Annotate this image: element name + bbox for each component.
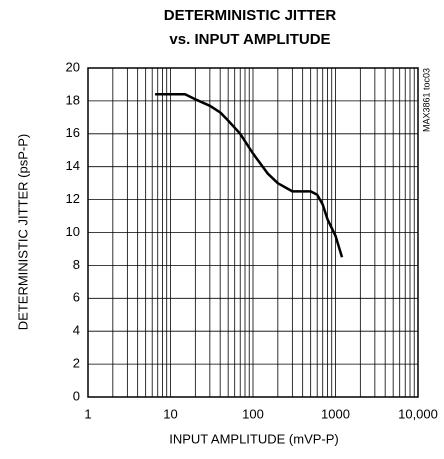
y-axis-label: DETERMINISTIC JITTER (psP-P) (15, 134, 30, 330)
y-tick-label: 18 (66, 92, 80, 107)
x-axis-label: INPUT AMPLITUDE (mVP-P) (169, 431, 339, 446)
y-tick-label: 4 (73, 323, 80, 338)
data-line (155, 93, 344, 258)
y-tick-label: 12 (66, 191, 80, 206)
y-tick-label: 0 (73, 388, 80, 403)
y-tick-label: 14 (66, 158, 80, 173)
annotation: MAX3861 toc03 (421, 68, 431, 132)
y-tick-label: 6 (73, 290, 80, 305)
x-tick-label: 100 (242, 406, 264, 421)
y-tick-label: 16 (66, 125, 80, 140)
y-tick-label: 10 (66, 224, 80, 239)
chart-title: DETERMINISTIC JITTER (164, 7, 337, 24)
chart-title: vs. INPUT AMPLITUDE (169, 31, 330, 48)
y-tick-label: 20 (66, 59, 80, 74)
y-tick-label: 2 (73, 356, 80, 371)
x-tick-label: 1 (84, 406, 91, 421)
x-tick-label: 1000 (321, 406, 350, 421)
x-tick-label: 10 (163, 406, 177, 421)
plot-frame (87, 67, 419, 398)
x-tick-label: 10,000 (398, 406, 438, 421)
y-tick-label: 8 (73, 257, 80, 272)
